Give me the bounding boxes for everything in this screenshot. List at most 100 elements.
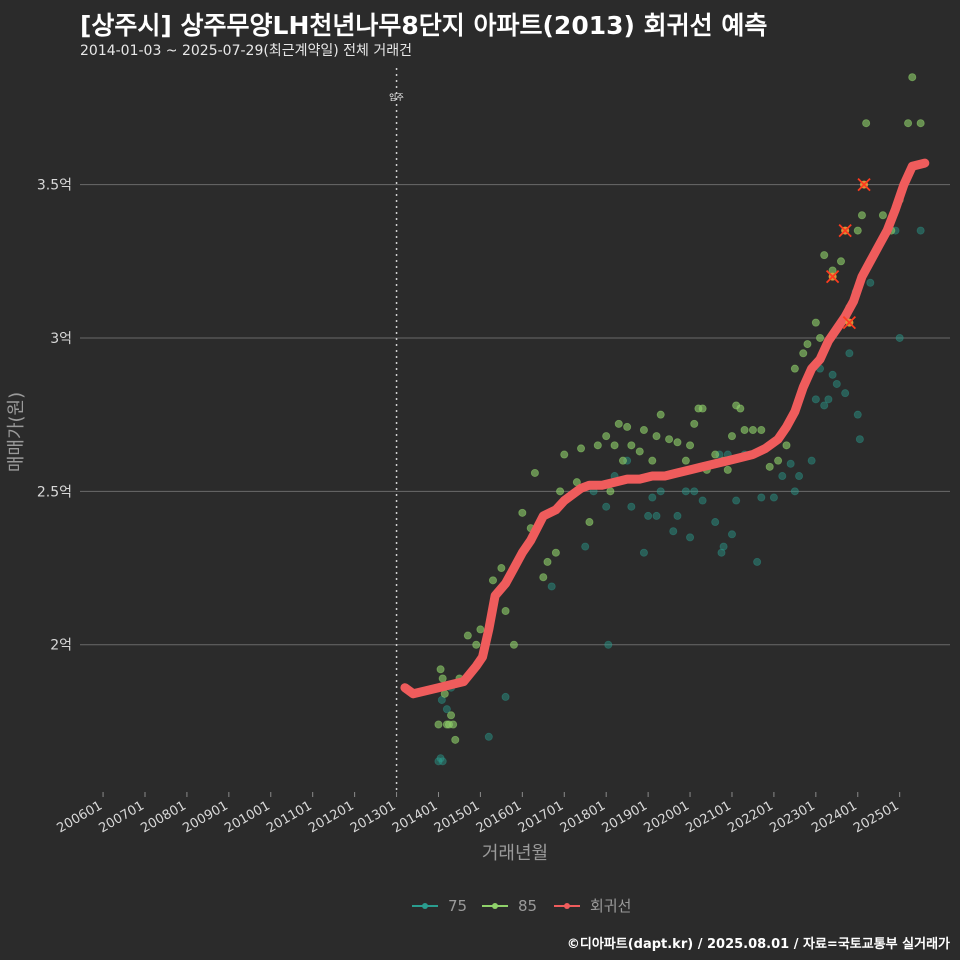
- point-75: [436, 754, 445, 763]
- legend-item-1: 85: [482, 897, 537, 915]
- point-85: [916, 119, 925, 128]
- highlight-marker: [825, 269, 840, 284]
- point-85: [602, 432, 611, 441]
- point-85: [711, 450, 720, 459]
- point-75: [717, 548, 726, 557]
- highlighted-points: [825, 177, 871, 330]
- point-85: [530, 468, 539, 477]
- point-75: [434, 757, 443, 766]
- point-85: [451, 735, 460, 744]
- point-85: [665, 435, 674, 444]
- x-tick-label: 202001: [642, 798, 692, 836]
- point-85: [681, 456, 690, 465]
- point-75: [753, 557, 762, 566]
- legend-swatch-dot: [422, 903, 428, 909]
- point-85: [623, 422, 632, 431]
- x-tick-label: 201701: [516, 798, 566, 836]
- point-85: [543, 557, 552, 566]
- point-75: [807, 456, 816, 465]
- legend-swatch-dot: [492, 903, 498, 909]
- point-75: [769, 493, 778, 502]
- point-75: [484, 732, 493, 741]
- point-85: [618, 456, 627, 465]
- point-85: [614, 419, 623, 428]
- point-85: [606, 487, 615, 496]
- point-85: [727, 432, 736, 441]
- point-85: [585, 518, 594, 527]
- point-85: [820, 251, 829, 260]
- y-tick-label: 3억: [50, 331, 72, 347]
- point-85: [748, 425, 757, 434]
- point-75: [811, 395, 820, 404]
- point-85: [811, 318, 820, 327]
- regression-path: [400, 158, 930, 699]
- point-75: [581, 542, 590, 551]
- x-tick-label: 201001: [222, 798, 272, 836]
- point-85: [572, 478, 581, 487]
- y-axis-title: 매매가(원): [6, 392, 27, 472]
- point-85: [765, 462, 774, 471]
- point-85: [782, 441, 791, 450]
- point-75: [895, 333, 904, 342]
- point-85: [501, 607, 510, 616]
- y-tick-label: 2억: [50, 638, 72, 654]
- point-75: [727, 530, 736, 539]
- point-85: [853, 226, 862, 235]
- x-tick-label: 200801: [138, 798, 188, 836]
- y-tick-label: 3.5억: [37, 178, 72, 194]
- point-85: [551, 548, 560, 557]
- highlight-marker: [857, 177, 871, 192]
- chart-subtitle: 2014-01-03 ~ 2025-07-29(최근계약일) 전체 거래건: [80, 43, 412, 59]
- legend-swatch-dot: [564, 903, 570, 909]
- point-75: [778, 472, 787, 481]
- point-85: [434, 720, 443, 729]
- point-75: [845, 349, 854, 358]
- x-tick-label: 202501: [851, 798, 901, 836]
- x-tick-label: 201301: [348, 798, 398, 836]
- legend-label: 75: [448, 897, 467, 915]
- point-75: [711, 518, 720, 527]
- point-85: [774, 456, 783, 465]
- point-75: [853, 410, 862, 419]
- point-85: [449, 720, 458, 729]
- point-75: [832, 379, 841, 388]
- point-85: [560, 450, 569, 459]
- y-tick-label: 2.5억: [37, 484, 72, 500]
- point-85: [904, 119, 913, 128]
- chart-title: [상주시] 상주무양LH천년나무8단지 아파트(2013) 회귀선 예측: [80, 11, 768, 40]
- point-85: [488, 576, 497, 585]
- x-axis-ticks: 2006012007012008012009012010012011012012…: [55, 792, 902, 836]
- point-75: [442, 705, 451, 714]
- point-85: [593, 441, 602, 450]
- point-85: [857, 211, 866, 220]
- point-85: [463, 631, 472, 640]
- point-75: [602, 502, 611, 511]
- x-tick-label: 201601: [474, 798, 524, 836]
- legend-label: 85: [518, 897, 537, 915]
- move-in-label: 입주: [389, 93, 404, 102]
- point-75: [501, 692, 510, 701]
- point-75: [690, 487, 699, 496]
- move-in-annotation: 입주: [389, 68, 404, 792]
- point-85: [908, 73, 917, 82]
- point-85: [639, 425, 648, 434]
- x-tick-label: 200901: [180, 798, 230, 836]
- source-caption: ©디아파트(dapt.kr) / 2025.08.01 / 자료=국토교통부 실…: [566, 937, 950, 952]
- point-75: [604, 640, 613, 649]
- x-tick-label: 201201: [306, 798, 356, 836]
- regression-line: [400, 158, 930, 699]
- point-75: [916, 226, 925, 235]
- legend-item-2: 회귀선: [554, 897, 631, 915]
- point-85: [686, 441, 695, 450]
- point-75: [627, 502, 636, 511]
- point-85: [436, 665, 445, 674]
- x-tick-label: 202301: [767, 798, 817, 836]
- point-85: [652, 432, 661, 441]
- point-85: [673, 438, 682, 447]
- point-75: [648, 493, 657, 502]
- point-85: [862, 119, 871, 128]
- point-85: [656, 410, 665, 419]
- point-85: [878, 211, 887, 220]
- point-85: [803, 340, 812, 349]
